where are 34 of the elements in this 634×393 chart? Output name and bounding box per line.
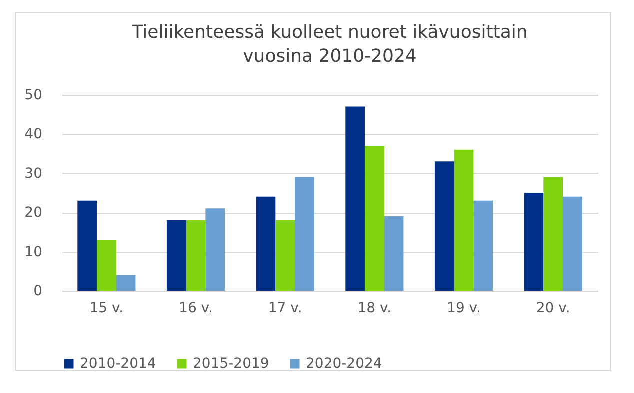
bar bbox=[166, 220, 186, 291]
bar bbox=[434, 162, 454, 291]
x-tick-label: 16 v. bbox=[179, 300, 213, 316]
bar bbox=[474, 200, 494, 291]
bar bbox=[563, 196, 582, 291]
bar bbox=[186, 220, 206, 291]
bar bbox=[206, 208, 226, 291]
x-tick-label: 19 v. bbox=[447, 300, 481, 316]
bar bbox=[116, 275, 136, 291]
y-tick-label: 40 bbox=[24, 126, 42, 143]
bar bbox=[295, 177, 314, 291]
bar bbox=[256, 196, 276, 291]
bar bbox=[96, 240, 116, 291]
bar bbox=[78, 200, 97, 291]
x-tick-label: 20 v. bbox=[536, 300, 570, 316]
y-tick-label: 50 bbox=[24, 88, 42, 104]
y-tick-label: 0 bbox=[34, 284, 42, 300]
bar bbox=[544, 177, 564, 291]
legend-label: 2010-2014 bbox=[80, 356, 156, 372]
y-tick-label: 20 bbox=[24, 205, 42, 222]
bar bbox=[384, 216, 404, 291]
x-tick-label: 15 v. bbox=[90, 300, 124, 316]
bar bbox=[346, 106, 365, 291]
bar bbox=[524, 193, 544, 291]
x-tick-label: 18 v. bbox=[358, 300, 392, 316]
bar bbox=[454, 150, 474, 291]
legend-label: 2020-2024 bbox=[306, 356, 382, 372]
y-tick-label: 30 bbox=[24, 166, 42, 182]
bar bbox=[364, 146, 384, 291]
legend-label: 2015-2019 bbox=[193, 356, 270, 372]
bar bbox=[276, 220, 296, 291]
x-tick-label: 17 v. bbox=[268, 300, 302, 316]
chart-title: Tieliikenteessä kuolleet nuoret ikävuosittain vuosina 2010-2024 bbox=[131, 22, 528, 67]
y-tick-label: 10 bbox=[24, 244, 42, 260]
